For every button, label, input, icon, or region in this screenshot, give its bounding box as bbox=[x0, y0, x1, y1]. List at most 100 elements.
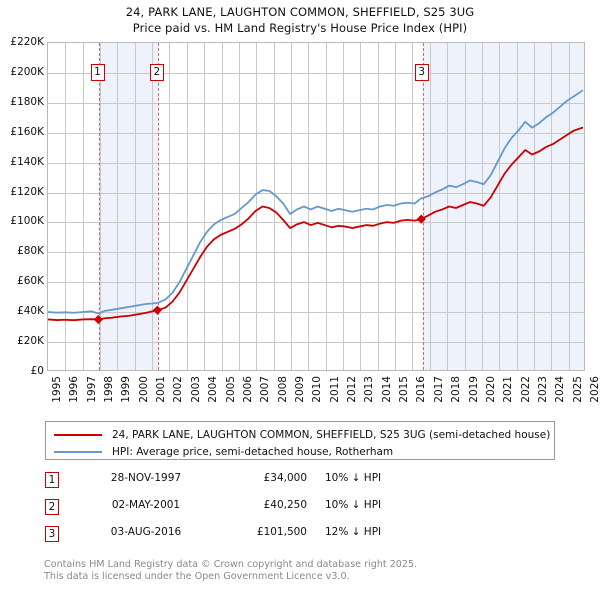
legend-color-swatch bbox=[54, 434, 102, 436]
legend-label: 24, PARK LANE, LAUGHTON COMMON, SHEFFIEL… bbox=[112, 429, 551, 441]
x-axis-tick-label: 2004 bbox=[207, 376, 220, 403]
sale-marker-label[interactable]: 2 bbox=[149, 63, 164, 81]
gridline bbox=[499, 43, 500, 370]
x-axis-tick-label: 2019 bbox=[467, 376, 480, 403]
x-axis-tick-label: 2002 bbox=[172, 376, 185, 403]
footer-line-2: This data is licensed under the Open Gov… bbox=[44, 570, 350, 582]
x-axis-tick-label: 2003 bbox=[189, 376, 202, 403]
x-axis-tick-label: 2023 bbox=[536, 376, 549, 403]
x-axis-tick-label: 2022 bbox=[519, 376, 532, 403]
x-axis-tick-label: 1998 bbox=[103, 376, 116, 403]
gridline bbox=[308, 43, 309, 370]
title-line-2: Price paid vs. HM Land Registry's House … bbox=[132, 21, 468, 35]
footer-line-1: Contains HM Land Registry data © Crown c… bbox=[44, 559, 418, 570]
y-axis-tick-label: £200K bbox=[10, 65, 44, 78]
gridline bbox=[48, 133, 584, 134]
gridline bbox=[65, 43, 66, 370]
sale-marker-line bbox=[98, 43, 100, 370]
gridline bbox=[48, 252, 584, 253]
x-axis-tick-label: 2012 bbox=[346, 376, 359, 403]
transaction-hpi-delta: 10% ↓ HPI bbox=[325, 499, 382, 511]
transaction-hpi-delta: 12% ↓ HPI bbox=[325, 526, 382, 538]
x-axis-tick-label: 2005 bbox=[224, 376, 237, 403]
gridline bbox=[551, 43, 552, 370]
transaction-row[interactable]: 1 28-NOV-1997 £34,000 10% ↓ HPI bbox=[45, 468, 465, 495]
x-axis-tick-label: 2026 bbox=[589, 376, 600, 403]
gridline bbox=[360, 43, 361, 370]
forecast-hatch-region bbox=[584, 43, 585, 370]
x-axis-tick-label: 2024 bbox=[554, 376, 567, 403]
y-axis-tick-label: £100K bbox=[10, 215, 44, 228]
transaction-row[interactable]: 3 03-AUG-2016 £101,500 12% ↓ HPI bbox=[45, 522, 465, 549]
sale-point-marker[interactable] bbox=[152, 305, 163, 315]
gridline bbox=[169, 43, 170, 370]
x-axis-tick-label: 2010 bbox=[311, 376, 324, 403]
chart-area: £0 £20K £40K £60K £80K £100K £120K £140K £160K £1… bbox=[0, 36, 600, 377]
gridline bbox=[517, 43, 518, 370]
gridline bbox=[343, 43, 344, 370]
x-axis-tick-label: 2011 bbox=[328, 376, 341, 403]
gridline bbox=[48, 342, 584, 343]
transaction-date: 28-NOV-1997 bbox=[110, 472, 182, 484]
chart-legend: 24, PARK LANE, LAUGHTON COMMON, SHEFFIEL… bbox=[45, 421, 555, 460]
gridline bbox=[326, 43, 327, 370]
sale-marker-label[interactable]: 1 bbox=[90, 63, 105, 81]
x-axis-tick-label: 2009 bbox=[293, 376, 306, 403]
gridline bbox=[48, 282, 584, 283]
sale-marker-line bbox=[157, 43, 159, 370]
x-axis-tick-label: 1999 bbox=[120, 376, 133, 403]
gridline bbox=[204, 43, 205, 370]
transactions-table: 1 28-NOV-1997 £34,000 10% ↓ HPI 2 02-MAY-2001… bbox=[45, 468, 465, 549]
legend-item: 24, PARK LANE, LAUGHTON COMMON, SHEFFIEL… bbox=[46, 426, 550, 444]
x-axis-tick-label: 2016 bbox=[415, 376, 428, 403]
x-axis-tick-label: 2006 bbox=[241, 376, 254, 403]
gridline bbox=[117, 43, 118, 370]
x-axis-tick-label: 1997 bbox=[85, 376, 98, 403]
transaction-index-badge: 1 bbox=[45, 472, 59, 488]
gridline bbox=[256, 43, 257, 370]
gridline bbox=[48, 163, 584, 164]
gridline bbox=[291, 43, 292, 370]
transaction-price: £101,500 bbox=[256, 526, 307, 538]
gridline bbox=[482, 43, 483, 370]
gridline bbox=[48, 193, 584, 194]
gridline bbox=[534, 43, 535, 370]
gridline bbox=[222, 43, 223, 370]
gridline bbox=[465, 43, 466, 370]
series-lines bbox=[48, 43, 584, 325]
x-axis-tick-label: 1995 bbox=[51, 376, 63, 403]
y-axis-tick-label: £120K bbox=[10, 185, 44, 198]
x-axis-tick-label: 2018 bbox=[450, 376, 463, 403]
y-axis-tick-label: £0 bbox=[30, 365, 44, 377]
title-line-1: 24, PARK LANE, LAUGHTON COMMON, SHEFFIEL… bbox=[125, 5, 475, 19]
x-axis-tick-label: 2015 bbox=[398, 376, 411, 403]
series-line bbox=[48, 91, 582, 314]
y-axis-tick-label: £140K bbox=[10, 155, 44, 168]
gridline bbox=[83, 43, 84, 370]
x-axis-tick-label: 2000 bbox=[137, 376, 150, 403]
sale-marker-label[interactable]: 3 bbox=[414, 63, 429, 81]
x-axis-tick-label: 2014 bbox=[380, 376, 393, 403]
sale-point-marker[interactable] bbox=[93, 314, 103, 325]
gridline bbox=[239, 43, 240, 370]
transaction-price: £40,250 bbox=[263, 499, 307, 511]
y-axis-tick-label: £220K bbox=[10, 36, 44, 48]
x-axis-tick-label: 2020 bbox=[484, 376, 497, 403]
transaction-index-badge: 2 bbox=[45, 499, 59, 515]
legend-label: HPI: Average price, semi-detached house,… bbox=[112, 446, 394, 458]
transaction-row[interactable]: 2 02-MAY-2001 £40,250 10% ↓ HPI bbox=[45, 495, 465, 522]
transaction-hpi-delta: 10% ↓ HPI bbox=[325, 472, 382, 484]
y-axis-tick-label: £180K bbox=[10, 95, 44, 108]
gridline bbox=[187, 43, 188, 370]
gridline bbox=[48, 73, 584, 74]
x-axis-tick-label: 2025 bbox=[571, 376, 584, 403]
transaction-date: 02-MAY-2001 bbox=[111, 499, 181, 511]
sale-point-marker[interactable] bbox=[416, 214, 426, 224]
gridline bbox=[430, 43, 431, 370]
y-axis-tick-label: £160K bbox=[10, 125, 44, 138]
gridline bbox=[274, 43, 275, 370]
y-axis-tick-label: £20K bbox=[17, 335, 44, 348]
legend-item: HPI: Average price, semi-detached house,… bbox=[46, 443, 393, 461]
gridline bbox=[152, 43, 153, 370]
